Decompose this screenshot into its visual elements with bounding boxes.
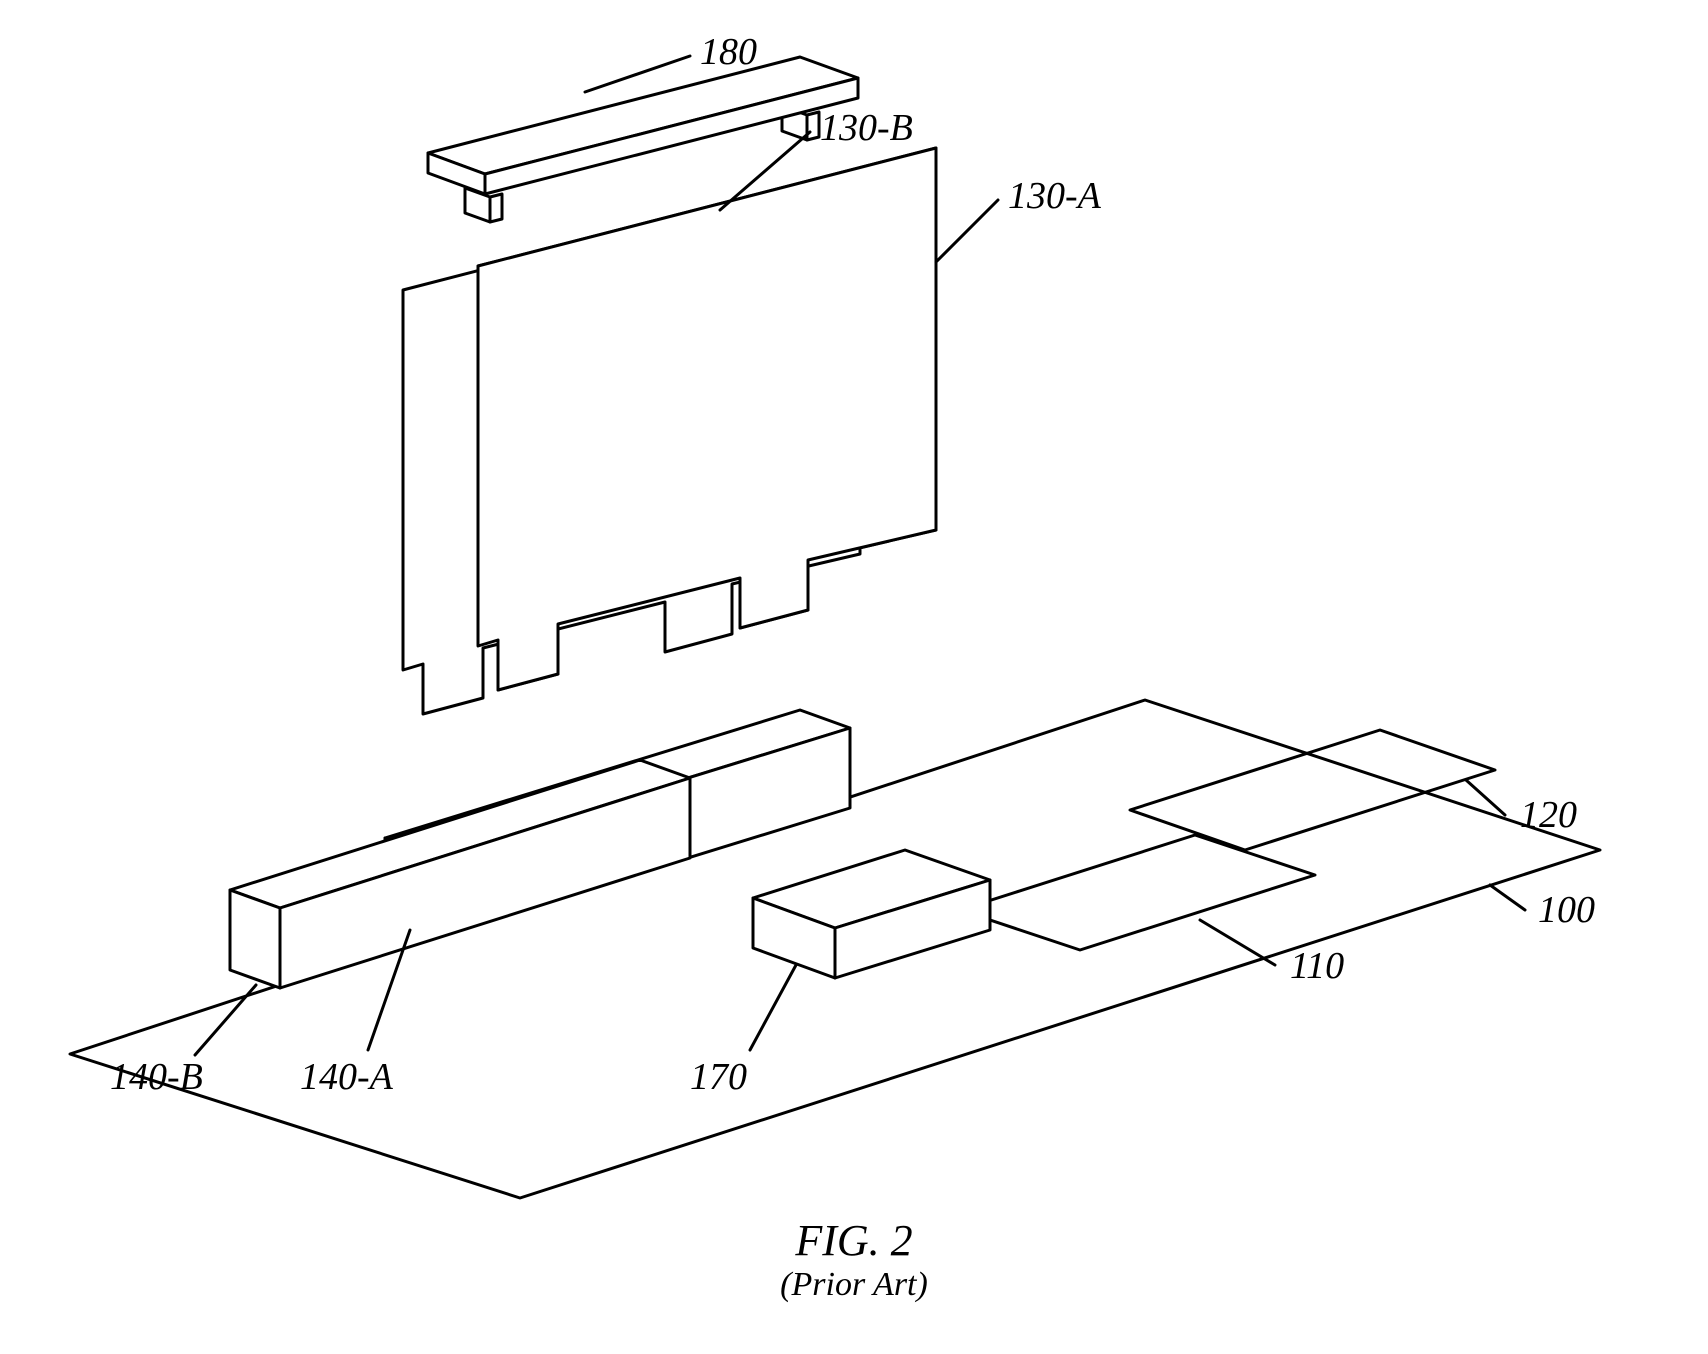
figure-title: FIG. 2: [0, 1215, 1708, 1266]
label-140a: 140-A: [300, 1055, 393, 1099]
block-170: [753, 850, 990, 978]
slot-140b: [230, 760, 690, 988]
label-170: 170: [690, 1055, 747, 1099]
label-100: 100: [1538, 888, 1595, 932]
chip-110: [960, 835, 1315, 950]
label-110: 110: [1290, 944, 1344, 988]
chip-120: [1130, 730, 1495, 850]
label-130b: 130-B: [820, 106, 913, 150]
diagram-svg: [0, 0, 1708, 1354]
label-120: 120: [1520, 793, 1577, 837]
figure-subtitle: (Prior Art): [0, 1266, 1708, 1304]
label-140b: 140-B: [110, 1055, 203, 1099]
label-130a: 130-A: [1008, 174, 1101, 218]
label-180: 180: [700, 30, 757, 74]
figure-canvas: 180 130-B 130-A 120 100 110 170 140-A 14…: [0, 0, 1708, 1354]
